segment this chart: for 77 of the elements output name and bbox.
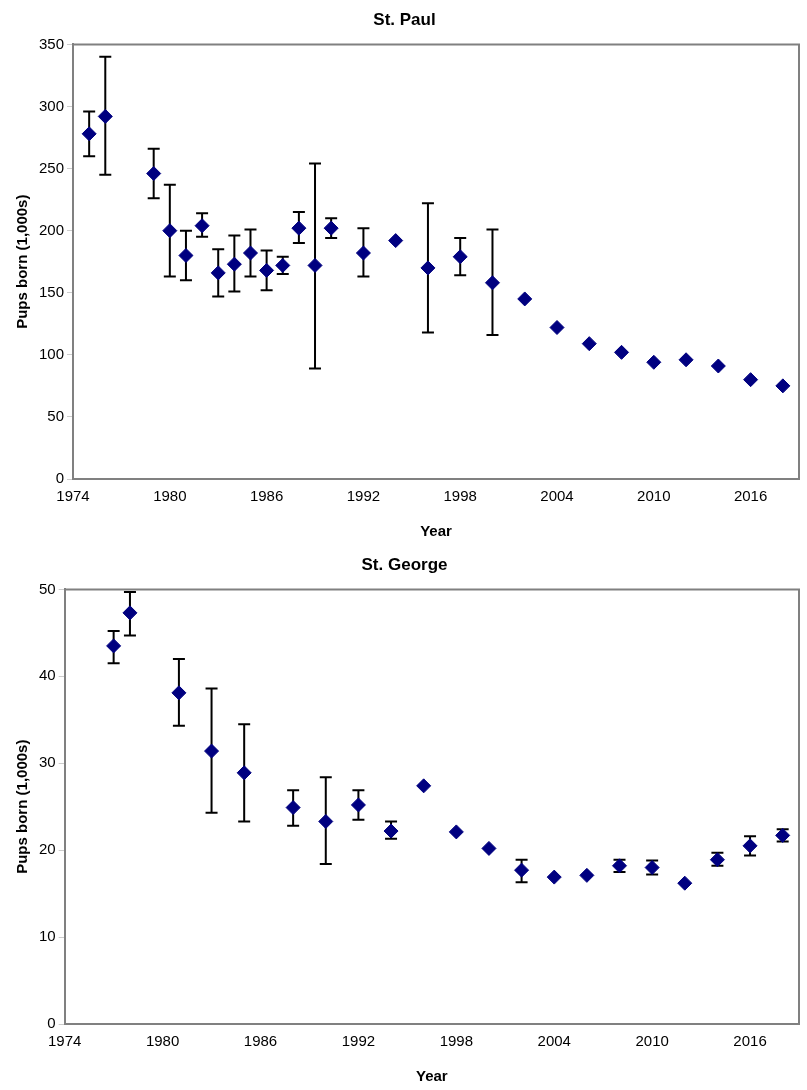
point	[162, 223, 178, 239]
x-tick-label: 1992	[341, 1032, 376, 1050]
point	[388, 233, 404, 249]
point	[194, 218, 210, 234]
point	[178, 247, 194, 263]
point	[106, 638, 122, 654]
y-tick-label: 100	[39, 344, 65, 362]
y-tick-label: 50	[47, 407, 65, 425]
point	[350, 797, 366, 813]
point	[285, 800, 301, 816]
point	[226, 256, 242, 272]
point	[775, 378, 791, 394]
point	[146, 166, 162, 182]
y-tick-label: 30	[39, 753, 56, 771]
x-tick-label: 2010	[637, 487, 671, 505]
y-tick-label: 40	[39, 666, 56, 684]
x-tick-label: 2016	[733, 1032, 767, 1050]
point	[259, 262, 275, 278]
point	[579, 867, 595, 883]
point	[420, 260, 436, 276]
y-tick-label: 20	[39, 840, 56, 858]
y-tick-label: 250	[39, 158, 65, 176]
x-tick-label: 2004	[537, 1032, 571, 1050]
point	[448, 824, 464, 840]
point	[614, 344, 630, 360]
point	[549, 320, 565, 336]
y-tick-label: 50	[39, 579, 56, 597]
point	[210, 265, 226, 281]
point	[677, 875, 693, 891]
point	[416, 778, 432, 794]
point	[242, 245, 258, 261]
point	[678, 352, 694, 368]
point	[291, 220, 307, 236]
point	[318, 813, 334, 829]
y-tick-label: 350	[39, 34, 65, 52]
x-tick-label: 1998	[439, 1032, 474, 1050]
y-tick-label: 200	[39, 220, 65, 238]
point	[204, 743, 220, 759]
point	[581, 336, 597, 352]
y-tick-label: 0	[55, 469, 65, 487]
x-tick-label: 1974	[56, 487, 90, 505]
point	[452, 249, 468, 265]
x-tick-label: 1992	[346, 487, 381, 505]
y-tick-label: 10	[39, 927, 56, 945]
x-tick-label: 1998	[443, 487, 477, 505]
chart-title: St. Paul	[373, 9, 436, 29]
point	[81, 126, 97, 142]
y-axis-title: Pups born (1,000s)	[13, 194, 31, 329]
point	[122, 605, 138, 621]
point	[514, 862, 530, 878]
point	[546, 869, 562, 885]
point	[355, 245, 371, 261]
point	[710, 358, 726, 374]
x-tick-label: 2010	[635, 1032, 669, 1050]
point	[517, 291, 533, 307]
x-tick-label: 1974	[48, 1032, 82, 1050]
point	[481, 840, 497, 856]
x-tick-label: 1986	[249, 487, 284, 505]
x-tick-label: 1980	[145, 1032, 180, 1050]
chart-title: St. George	[361, 554, 448, 574]
y-tick-label: 150	[39, 282, 65, 300]
x-tick-label: 2004	[540, 487, 574, 505]
point	[97, 108, 113, 124]
x-axis-title: Year	[420, 522, 453, 540]
point	[743, 372, 759, 388]
x-tick-label: 2016	[733, 487, 768, 505]
y-tick-label: 0	[47, 1014, 56, 1032]
x-tick-label: 1980	[153, 487, 187, 505]
point	[236, 765, 252, 781]
x-axis-title: Year	[415, 1067, 448, 1085]
point	[171, 685, 187, 701]
y-axis-title: Pups born (1,000s)	[13, 739, 31, 874]
point	[307, 257, 323, 273]
x-tick-label: 1986	[243, 1032, 278, 1050]
point	[484, 275, 500, 291]
point	[646, 354, 662, 370]
y-tick-label: 300	[39, 96, 65, 114]
